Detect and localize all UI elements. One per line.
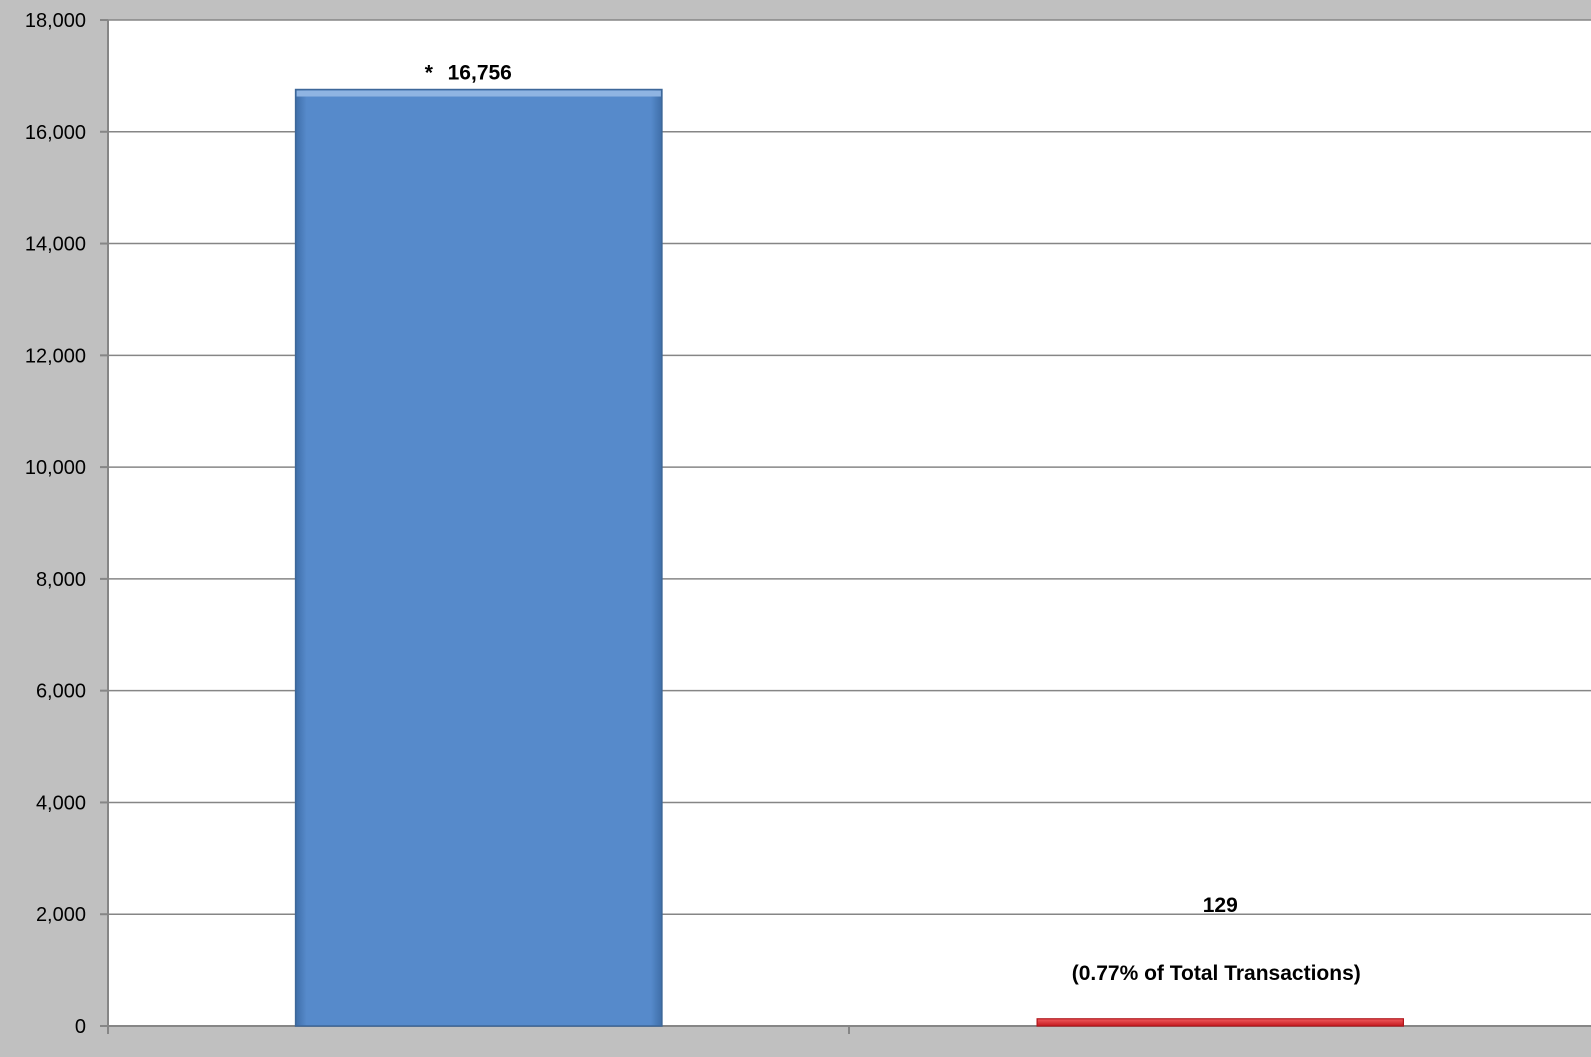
y-tick-label: 16,000 bbox=[25, 122, 86, 144]
data-labels: * 16,756 129 (0.77% of Total Transactions) bbox=[425, 62, 1361, 985]
bars bbox=[294, 88, 1405, 1027]
y-tick-label: 14,000 bbox=[25, 234, 86, 256]
y-tick-label: 18,000 bbox=[25, 10, 86, 32]
y-tick-label: 8,000 bbox=[36, 569, 86, 591]
data-label-asterisk: * bbox=[425, 62, 434, 85]
bar-0 bbox=[294, 88, 663, 1027]
y-tick-label: 10,000 bbox=[25, 457, 86, 479]
y-tick-label: 0 bbox=[75, 1016, 86, 1038]
data-label-bar-1-note: (0.77% of Total Transactions) bbox=[1072, 962, 1361, 985]
y-tick-label: 4,000 bbox=[36, 792, 86, 814]
y-tick-label: 2,000 bbox=[36, 904, 86, 926]
data-label-bar-0: 16,756 bbox=[448, 62, 512, 85]
bar-1 bbox=[1036, 1018, 1405, 1027]
data-label-bar-1: 129 bbox=[1203, 894, 1238, 917]
y-tick-label: 6,000 bbox=[36, 681, 86, 703]
bar-0-bevel bbox=[296, 90, 661, 97]
y-axis-ticks: 0 2,000 4,000 6,000 8,000 10,000 12,000 14,000 1… bbox=[25, 10, 108, 1038]
y-tick-label: 12,000 bbox=[25, 345, 86, 367]
